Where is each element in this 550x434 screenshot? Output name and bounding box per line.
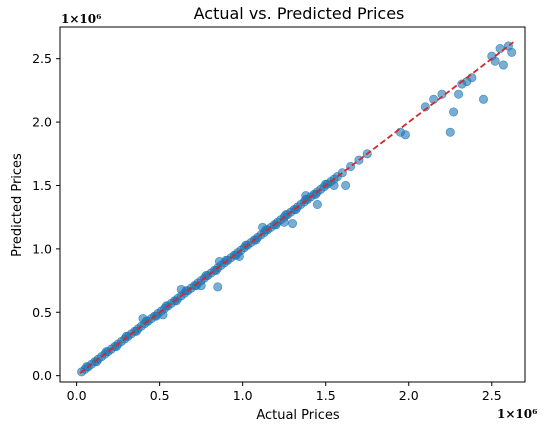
data-point xyxy=(171,296,181,306)
data-points xyxy=(77,41,517,377)
data-point xyxy=(467,73,477,83)
x-tick-label: 1.0 xyxy=(233,388,253,403)
x-tick-label: 2.0 xyxy=(399,388,419,403)
x-tick-label: 0.5 xyxy=(150,388,170,403)
data-point xyxy=(301,191,311,201)
data-point xyxy=(287,219,297,229)
data-point xyxy=(341,180,351,190)
data-point xyxy=(312,200,322,210)
x-tick-label: 0.0 xyxy=(67,388,87,403)
data-point xyxy=(445,127,455,137)
reference-line xyxy=(79,41,514,374)
data-point xyxy=(241,240,251,250)
data-point xyxy=(454,89,464,99)
data-point xyxy=(329,180,339,190)
data-point xyxy=(214,257,224,267)
y-tick-label: 1.5 xyxy=(32,178,52,193)
data-point xyxy=(196,281,206,291)
data-point xyxy=(507,47,517,57)
data-point xyxy=(490,56,500,66)
y-tick-label: 1.0 xyxy=(32,241,52,256)
x-axis-label: Actual Prices xyxy=(256,408,340,423)
y-tick-label: 0.5 xyxy=(32,305,52,320)
x-axis-multiplier: 1×10⁶ xyxy=(497,407,537,421)
data-point xyxy=(478,94,488,104)
data-point xyxy=(213,282,223,292)
y-axis-label: Predicted Prices xyxy=(10,153,25,257)
data-point xyxy=(251,235,261,245)
data-point xyxy=(92,357,102,367)
axis-ticks: 0.0 0.5 1.0 1.5 2.0 2.5 0.0 0.5 1.0 1.5 2.0 2.5 xyxy=(32,51,502,403)
y-tick-label: 2.0 xyxy=(32,115,52,130)
data-point xyxy=(161,301,171,311)
data-point xyxy=(234,251,244,261)
data-point xyxy=(138,314,148,324)
data-point xyxy=(321,179,331,189)
chart-title: Actual vs. Predicted Prices xyxy=(194,4,405,23)
data-point xyxy=(400,130,410,140)
data-point xyxy=(449,107,459,117)
data-point xyxy=(176,284,186,294)
data-point xyxy=(498,60,508,70)
data-point xyxy=(82,362,92,372)
plot-frame xyxy=(59,26,526,383)
y-tick-label: 2.5 xyxy=(32,51,52,66)
x-tick-label: 2.5 xyxy=(482,388,502,403)
y-tick-label: 0.0 xyxy=(32,368,52,383)
data-point xyxy=(495,44,505,54)
x-tick-label: 1.5 xyxy=(316,388,336,403)
data-point xyxy=(258,222,268,232)
reference-line-group xyxy=(79,41,514,374)
data-point xyxy=(420,102,430,112)
y-axis-multiplier: 1×10⁶ xyxy=(61,12,101,26)
